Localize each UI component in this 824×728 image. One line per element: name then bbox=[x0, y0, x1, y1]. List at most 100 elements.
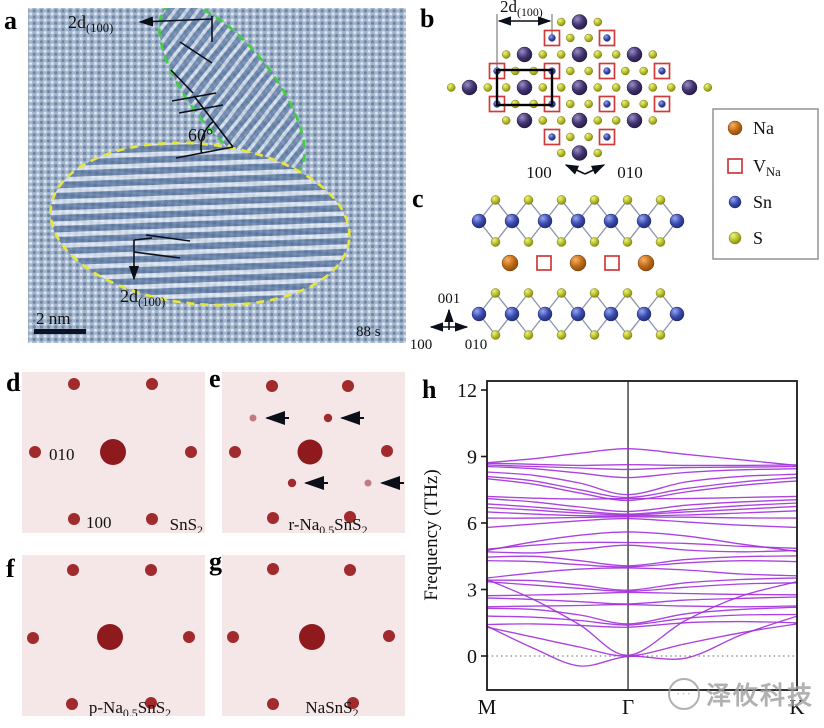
phonon-branch bbox=[487, 478, 797, 502]
panel-c-layered-structure bbox=[471, 195, 685, 340]
superlattice-spot bbox=[323, 413, 333, 423]
phonon-branch bbox=[487, 591, 797, 597]
axis-label-010-c: 010 bbox=[465, 337, 488, 353]
s-atom bbox=[589, 288, 600, 298]
s-atom bbox=[648, 50, 658, 59]
panel-bc-structures: 2d(100) 100 010 Na VNa Sn S 001 100 010 bbox=[410, 0, 819, 353]
s-atom bbox=[523, 330, 534, 340]
legend-label: S bbox=[753, 228, 763, 248]
s-atom bbox=[538, 116, 548, 125]
legend-sn-marker bbox=[728, 195, 742, 209]
central-beam-spot bbox=[299, 624, 325, 650]
bragg-spot bbox=[145, 564, 157, 576]
s-atom bbox=[556, 17, 566, 27]
na-sn-column-atom bbox=[626, 46, 643, 63]
panel-c-axes: 001 100 010 bbox=[410, 291, 488, 353]
s-atom bbox=[622, 195, 633, 205]
green-domain-texture bbox=[159, 8, 305, 177]
panel-h-phonon-chart: 0 3 6 9 12 M Γ K Frequency (THz) bbox=[421, 380, 805, 719]
sn-atom-in-vacancy bbox=[603, 34, 611, 42]
s-atom bbox=[556, 50, 566, 59]
axis-label-100-c: 100 bbox=[410, 337, 433, 353]
superlattice-spot bbox=[287, 478, 297, 488]
na-sn-column-atom bbox=[571, 145, 588, 161]
panel-a-annotations: 2d(100) 60° 2d(100) 2 nm 88 s bbox=[34, 12, 381, 340]
x-tick-label: Γ bbox=[622, 695, 634, 719]
sn-atom bbox=[570, 306, 586, 322]
panel-a-hrtem-image: 2d(100) 60° 2d(100) 2 nm 88 s bbox=[28, 8, 406, 343]
d100-label-top: 2d(100) bbox=[68, 12, 113, 35]
legend-na-marker bbox=[727, 120, 743, 136]
s-atom bbox=[501, 83, 511, 92]
central-beam-spot bbox=[97, 624, 123, 650]
formula-r-na05sns2: r-Na0.5SnS2 bbox=[288, 515, 367, 533]
sn-atom bbox=[603, 306, 619, 322]
s-atom bbox=[589, 330, 600, 340]
bragg-spot bbox=[229, 446, 241, 458]
bragg-spot bbox=[344, 511, 356, 523]
sn-atom bbox=[471, 306, 487, 322]
s-atom bbox=[589, 195, 600, 205]
time-stamp: 88 s bbox=[356, 324, 381, 340]
na-atom bbox=[569, 254, 587, 272]
s-atom bbox=[566, 66, 575, 76]
panel-a-letter: a bbox=[4, 6, 17, 35]
na-vacancy-site bbox=[604, 255, 620, 271]
fringe-mark-2 bbox=[170, 69, 194, 94]
phonon-branch bbox=[487, 559, 797, 568]
sn-atom bbox=[570, 213, 586, 229]
phonon-branch bbox=[487, 516, 797, 519]
s-atom bbox=[639, 99, 648, 109]
legend-box: Na VNa Sn S bbox=[712, 108, 819, 260]
bragg-spot bbox=[267, 563, 279, 575]
bragg-spot bbox=[68, 378, 80, 390]
sn-atom-in-vacancy bbox=[603, 100, 611, 108]
phonon-branch bbox=[487, 577, 797, 591]
sn-atom bbox=[537, 306, 553, 322]
na-vacancy-site bbox=[598, 62, 616, 80]
superlattice-spot bbox=[364, 479, 372, 487]
na-vacancy-site bbox=[653, 62, 671, 80]
bragg-spot bbox=[27, 632, 39, 644]
s-atom bbox=[655, 237, 666, 247]
na-sn-column-atom bbox=[571, 46, 588, 63]
fringe-mark-4 bbox=[178, 104, 224, 114]
s-atom bbox=[556, 116, 566, 125]
phonon-branch bbox=[487, 613, 797, 626]
axis-arrow-100 bbox=[564, 164, 586, 175]
s-atom bbox=[648, 116, 658, 125]
s-atom bbox=[523, 195, 534, 205]
legend-items: Na VNa Sn S bbox=[727, 118, 781, 248]
sn-atom-in-vacancy bbox=[658, 100, 666, 108]
panel-d-diffraction: 010 100 SnS2 bbox=[22, 372, 205, 533]
phonon-branch bbox=[487, 465, 797, 479]
s-atom bbox=[666, 83, 676, 92]
s-atom bbox=[622, 330, 633, 340]
s-atom bbox=[566, 33, 575, 43]
x-tick-label: K bbox=[789, 695, 804, 719]
s-atom bbox=[593, 50, 603, 59]
phonon-branch bbox=[487, 615, 797, 667]
y-tick-label: 6 bbox=[467, 513, 477, 535]
s-atom bbox=[538, 83, 548, 92]
s-atom bbox=[556, 83, 566, 92]
na-vacancy-site bbox=[598, 95, 616, 113]
phonon-branch bbox=[487, 606, 797, 625]
s-atom bbox=[490, 288, 501, 298]
phonon-branch bbox=[487, 495, 797, 500]
s-atom bbox=[584, 66, 593, 76]
s-atom bbox=[655, 288, 666, 298]
yellow-dashed-outline bbox=[49, 141, 351, 307]
y-tick-label: 9 bbox=[467, 447, 477, 469]
bragg-spot bbox=[266, 380, 278, 392]
s-atom bbox=[483, 83, 493, 92]
na-sn-column-atom bbox=[571, 112, 588, 129]
s-atom bbox=[556, 195, 567, 205]
phonon-branch bbox=[487, 581, 797, 592]
legend-vna-marker bbox=[727, 158, 743, 174]
panel-f-letter: f bbox=[6, 554, 15, 583]
phonon-branch bbox=[487, 475, 797, 499]
superlattice-spot bbox=[249, 414, 257, 422]
central-beam-spot bbox=[297, 439, 323, 465]
